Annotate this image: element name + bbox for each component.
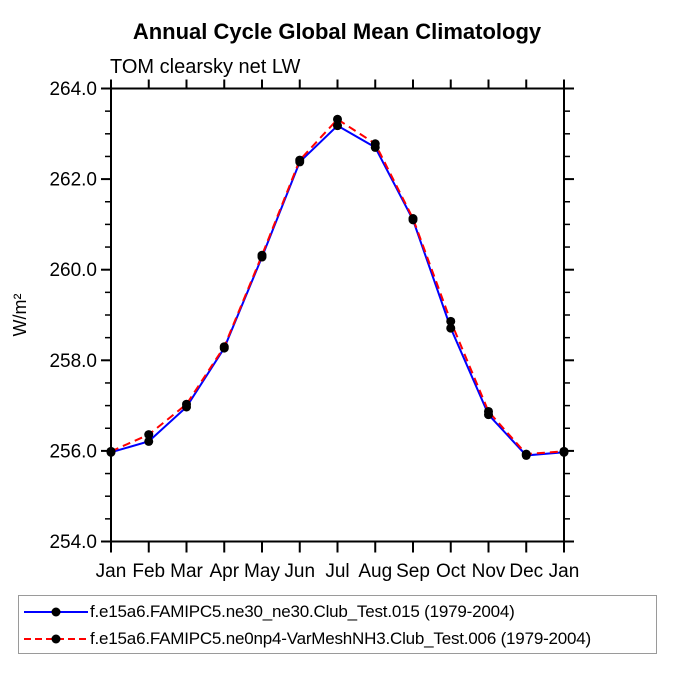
data-point-marker — [182, 399, 191, 409]
y-axis-label: W/m² — [10, 294, 30, 337]
x-tick-label: Aug — [358, 561, 392, 582]
x-tick-label: Sep — [396, 561, 430, 582]
data-point-marker — [484, 406, 493, 416]
legend-line-sample-1 — [24, 634, 88, 643]
legend-sample-marker — [51, 634, 61, 643]
x-tick-label: Dec — [509, 561, 543, 582]
data-point-marker — [521, 449, 531, 459]
x-tick-label: May — [244, 561, 280, 582]
data-point-marker — [257, 250, 267, 260]
chart-subtitle: TOM clearsky net LW — [110, 56, 301, 78]
legend-line-sample-0 — [24, 607, 88, 616]
y-tick-label: 260.0 — [49, 260, 97, 281]
legend-item-1: f.e15a6.FAMIPC5.ne0np4-VarMeshNH3.Club_T… — [22, 625, 656, 652]
legend-sample-marker — [51, 607, 61, 616]
x-tick-label: Mar — [170, 561, 203, 582]
x-tick-label: Jan — [96, 561, 127, 582]
data-series-line-1 — [110, 118, 565, 456]
chart-title: Annual Cycle Global Mean Climatology — [133, 19, 542, 44]
x-tick-label: Jun — [284, 561, 315, 582]
legend-item-0: f.e15a6.FAMIPC5.ne30_ne30.Club_Test.015 … — [22, 598, 656, 625]
y-tick-label: 258.0 — [49, 351, 97, 372]
x-tick-label: Feb — [132, 561, 165, 582]
data-point-marker — [106, 446, 116, 456]
y-tick-label: 254.0 — [49, 532, 97, 553]
data-point-marker — [333, 121, 342, 131]
data-point-marker — [295, 155, 305, 165]
y-tick-label: 256.0 — [49, 441, 97, 462]
data-point-marker — [559, 446, 569, 456]
data-point-marker — [219, 342, 229, 352]
y-tick-label: 264.0 — [49, 79, 97, 100]
data-point-marker — [144, 436, 154, 446]
x-tick-label: Apr — [209, 561, 239, 582]
x-tick-label: Oct — [436, 561, 466, 582]
data-point-marker — [408, 214, 418, 224]
y-tick-label: 262.0 — [49, 170, 97, 191]
data-point-marker — [446, 323, 456, 333]
chart-legend: f.e15a6.FAMIPC5.ne30_ne30.Club_Test.015 … — [18, 595, 657, 654]
data-point-marker — [144, 430, 154, 440]
legend-label-0: f.e15a6.FAMIPC5.ne30_ne30.Club_Test.015 … — [90, 601, 515, 621]
legend-label-1: f.e15a6.FAMIPC5.ne0np4-VarMeshNH3.Club_T… — [90, 628, 592, 648]
data-point-marker — [446, 316, 456, 326]
data-point-marker — [370, 139, 380, 149]
x-tick-label: Jan — [549, 561, 580, 582]
plot-frame — [110, 87, 565, 543]
data-series-line-0 — [110, 124, 565, 457]
x-tick-label: Nov — [472, 561, 506, 582]
data-point-marker — [333, 114, 342, 124]
x-tick-label: Jul — [325, 561, 349, 582]
